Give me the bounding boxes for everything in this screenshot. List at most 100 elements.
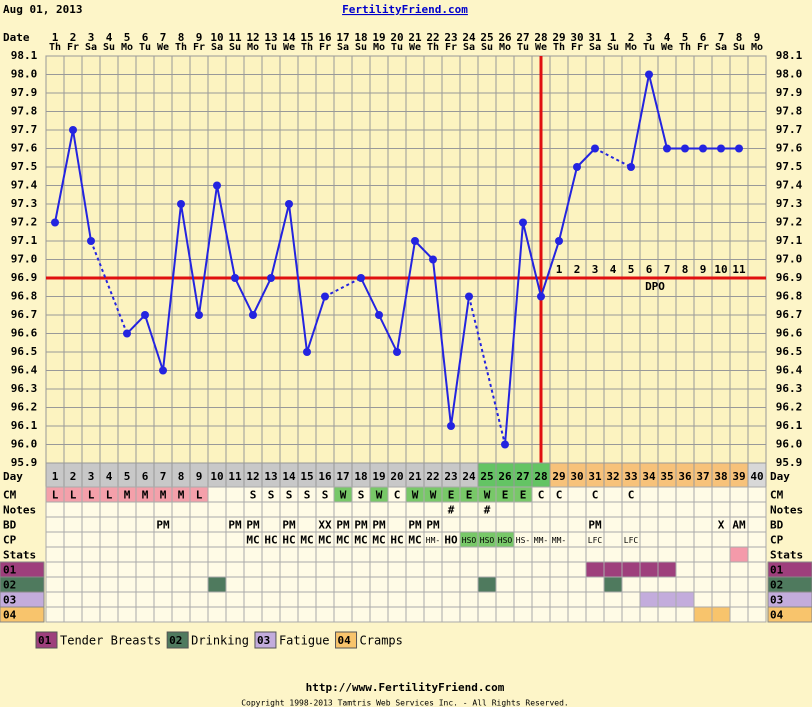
- cell: [459, 591, 479, 608]
- cell: [117, 531, 137, 548]
- date-label: 1: [610, 31, 617, 44]
- cell: [261, 516, 281, 533]
- cell: [657, 561, 677, 578]
- cell: [99, 606, 119, 623]
- cell-text: MC: [336, 534, 349, 547]
- day-number: 29: [552, 470, 565, 483]
- y-tick-label-right: 96.9: [776, 271, 803, 284]
- cell-text: MC: [246, 534, 259, 547]
- cell-text: E: [520, 489, 527, 502]
- cell: [423, 576, 443, 593]
- cell-text: HO: [444, 534, 458, 547]
- cell-text: PM: [588, 519, 602, 532]
- cell: [45, 501, 65, 518]
- cell: [99, 561, 119, 578]
- weekday-label: We: [661, 42, 673, 53]
- cell: [261, 561, 281, 578]
- cell: [297, 591, 317, 608]
- dpo-label: 2: [574, 263, 581, 276]
- weekday-label: We: [535, 42, 547, 53]
- cell: [549, 516, 569, 533]
- cell: [387, 546, 407, 563]
- gap-line: [468, 296, 506, 445]
- cell: [675, 486, 695, 503]
- footer-url[interactable]: http://www.FertilityFriend.com: [306, 681, 505, 694]
- cell: [639, 561, 659, 578]
- temperature-point: [447, 422, 455, 430]
- y-tick-label: 96.9: [11, 271, 38, 284]
- y-tick-label: 96.4: [11, 364, 38, 377]
- day-number: 3: [88, 470, 95, 483]
- day-number: 28: [534, 470, 547, 483]
- cell: [189, 516, 209, 533]
- cell: [279, 591, 299, 608]
- y-tick-label-right: 96.1: [776, 419, 803, 432]
- cell: [441, 546, 461, 563]
- legend-swatch: [35, 631, 58, 649]
- weekday-label: Sa: [85, 42, 97, 53]
- day-number: 26: [498, 470, 512, 483]
- weekday-label: Tu: [265, 42, 277, 53]
- cell-text: PM: [372, 519, 386, 532]
- cell: [189, 576, 209, 593]
- day-number: 30: [570, 470, 583, 483]
- cell: [567, 591, 587, 608]
- date-label: 7: [718, 31, 725, 44]
- cell-text: S: [304, 489, 311, 502]
- cell: [315, 576, 335, 593]
- cell: [549, 501, 569, 518]
- cell: [549, 606, 569, 623]
- cell-text: X: [718, 519, 725, 532]
- cell: [171, 561, 191, 578]
- y-tick-label: 96.8: [11, 290, 38, 303]
- cell: [549, 561, 569, 578]
- legend-label: Fatigue: [279, 634, 330, 648]
- cell: [621, 516, 641, 533]
- temperature-point: [249, 311, 257, 319]
- y-tick-label-right: 97.0: [776, 253, 803, 266]
- y-tick-label: 97.8: [11, 105, 38, 118]
- cell-text: L: [70, 489, 77, 502]
- day-number: 20: [390, 470, 403, 483]
- cell: [369, 606, 389, 623]
- cell: [423, 561, 443, 578]
- cell: [369, 501, 389, 518]
- y-tick-label-right: 97.9: [776, 86, 803, 99]
- cell-text: C: [538, 489, 545, 502]
- cell-text: S: [268, 489, 275, 502]
- weekday-label: We: [409, 42, 421, 53]
- cell: [423, 591, 443, 608]
- temperature-point: [429, 255, 437, 264]
- cell: [297, 501, 317, 518]
- cell: [45, 516, 65, 533]
- site-link[interactable]: FertilityFriend.com: [342, 3, 468, 16]
- cell: [207, 591, 227, 608]
- cell-text: MM-: [534, 536, 548, 545]
- day-number: 40: [750, 470, 763, 483]
- cell: [567, 516, 587, 533]
- weekday-label: Tu: [391, 42, 403, 53]
- cell: [603, 576, 623, 593]
- day-number: 32: [606, 470, 619, 483]
- cell: [639, 531, 659, 548]
- cell-text: MC: [408, 534, 421, 547]
- y-tick-label: 97.1: [11, 234, 38, 247]
- cell: [693, 591, 713, 608]
- cell: [675, 606, 695, 623]
- dpo-label: 7: [664, 263, 671, 276]
- cell: [279, 561, 299, 578]
- cell: [315, 591, 335, 608]
- cell: [387, 561, 407, 578]
- date-label: 11: [228, 31, 242, 44]
- weekday-label: Su: [481, 42, 493, 53]
- cell: [729, 576, 749, 593]
- cell: [747, 486, 767, 503]
- cell: [351, 576, 371, 593]
- cell: [369, 561, 389, 578]
- temperature-point: [537, 292, 545, 301]
- cell: [657, 486, 677, 503]
- weekday-label: Sa: [589, 42, 601, 53]
- row-label: 04: [3, 609, 17, 622]
- temperature-point: [411, 237, 419, 245]
- cell: [621, 591, 641, 608]
